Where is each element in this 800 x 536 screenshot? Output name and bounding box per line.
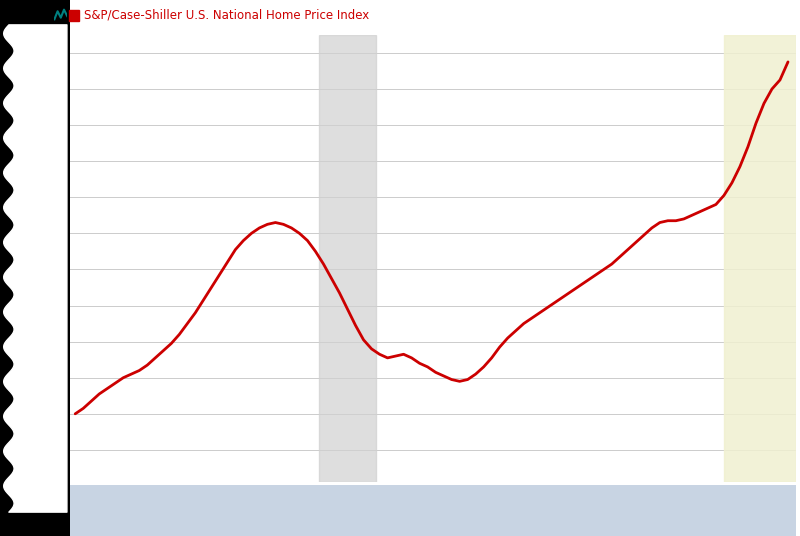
Bar — [318, 35, 376, 482]
Bar — [724, 35, 796, 482]
Text: S&P/Case-Shiller U.S. National Home Price Index: S&P/Case-Shiller U.S. National Home Pric… — [84, 9, 370, 21]
